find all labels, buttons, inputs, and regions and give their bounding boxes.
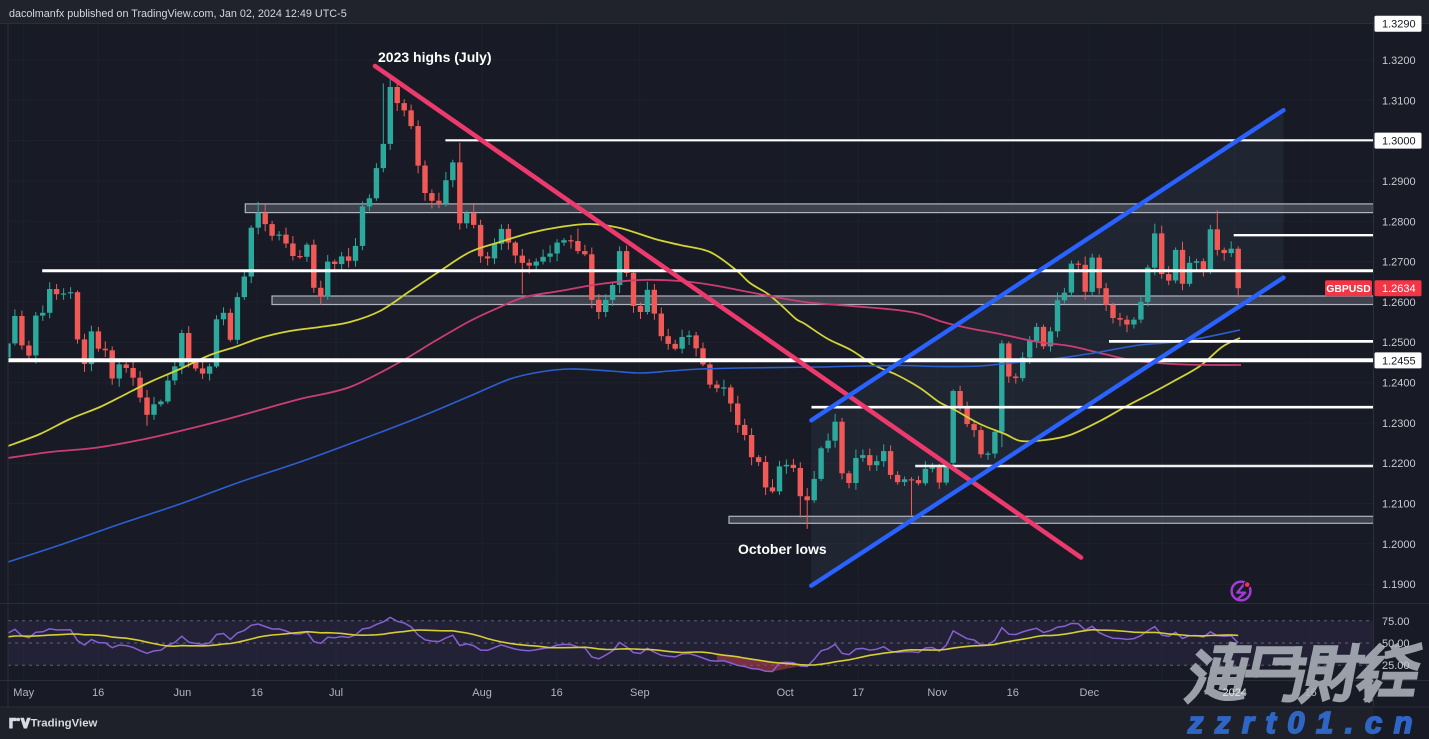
svg-text:1.2455: 1.2455 [1382, 355, 1416, 367]
svg-text:75.00: 75.00 [1382, 616, 1410, 628]
svg-text:1.2800: 1.2800 [1382, 216, 1416, 228]
svg-text:zzrt01.cn: zzrt01.cn [1187, 705, 1424, 739]
svg-text:Aug: Aug [472, 687, 492, 699]
svg-text:2023 highs (July): 2023 highs (July) [378, 49, 492, 65]
svg-text:1.2400: 1.2400 [1382, 378, 1416, 390]
svg-text:2024: 2024 [1222, 687, 1246, 699]
svg-text:1.2500: 1.2500 [1382, 337, 1416, 349]
svg-text:16: 16 [92, 687, 104, 699]
svg-text:TradingView: TradingView [31, 718, 98, 730]
svg-text:1.2600: 1.2600 [1382, 297, 1416, 309]
svg-text:50.00: 50.00 [1382, 638, 1410, 650]
svg-text:GBPUSD: GBPUSD [1326, 284, 1371, 295]
svg-text:1.2900: 1.2900 [1382, 176, 1416, 188]
svg-text:16: 16 [1007, 687, 1019, 699]
svg-text:Oct: Oct [777, 687, 794, 699]
svg-text:1.3000: 1.3000 [1382, 136, 1416, 148]
svg-text:1.1900: 1.1900 [1382, 579, 1416, 591]
svg-text:Sep: Sep [630, 687, 650, 699]
svg-text:1.2634: 1.2634 [1382, 283, 1416, 295]
svg-text:dacolmanfx published on Tradin: dacolmanfx published on TradingView.com,… [9, 8, 347, 20]
svg-text:16: 16 [551, 687, 563, 699]
svg-text:Jul: Jul [329, 687, 343, 699]
svg-text:1.2000: 1.2000 [1382, 539, 1416, 551]
svg-text:16: 16 [251, 687, 263, 699]
svg-text:1.3200: 1.3200 [1382, 55, 1416, 67]
svg-text:1.2300: 1.2300 [1382, 418, 1416, 430]
svg-text:25.00: 25.00 [1382, 660, 1410, 672]
svg-text:17: 17 [852, 687, 864, 699]
svg-text:Nov: Nov [927, 687, 947, 699]
svg-text:May: May [13, 687, 34, 699]
svg-text:1.2200: 1.2200 [1382, 458, 1416, 470]
svg-text:1.3100: 1.3100 [1382, 95, 1416, 107]
svg-text:1.2700: 1.2700 [1382, 257, 1416, 269]
svg-text:Dec: Dec [1080, 687, 1100, 699]
svg-text:October lows: October lows [738, 541, 827, 557]
svg-text:Jun: Jun [174, 687, 192, 699]
svg-text:1.2100: 1.2100 [1382, 499, 1416, 511]
svg-text:16: 16 [1305, 687, 1317, 699]
svg-text:1.3290: 1.3290 [1382, 19, 1416, 31]
